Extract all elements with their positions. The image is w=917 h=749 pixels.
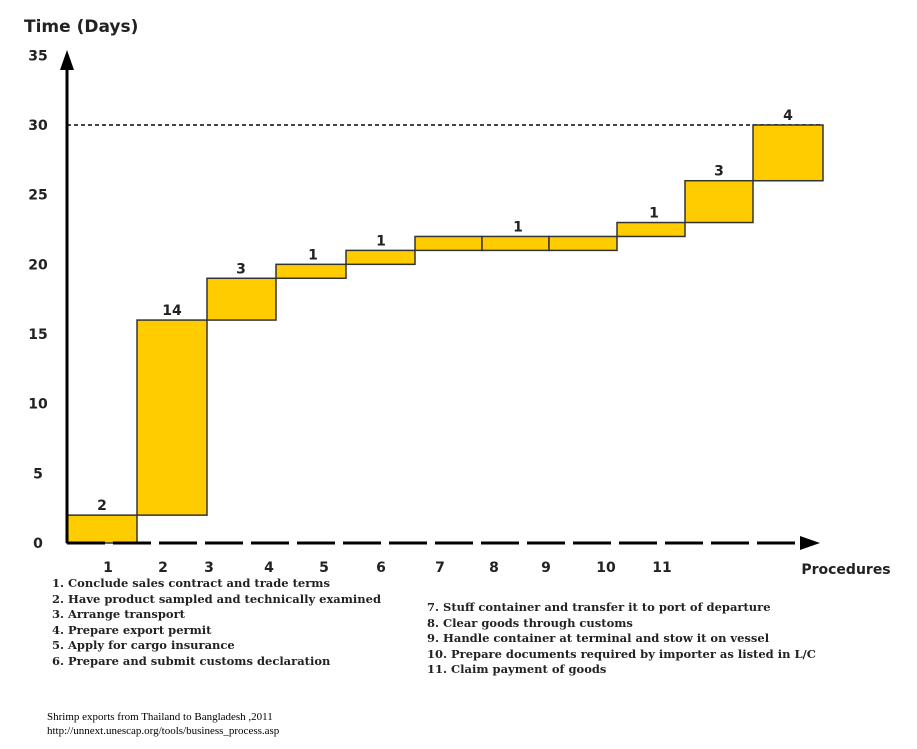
x-tick-label: 7 [435,560,445,576]
legend-item: 9. Handle container at terminal and stow… [427,631,770,646]
legend-item: 6. Prepare and submit customs declaratio… [52,653,331,668]
x-tick-label: 11 [652,560,671,576]
x-tick-label: 1 [103,560,113,576]
x-tick-label: 6 [376,560,386,576]
legend-item: 5. Apply for cargo insurance [52,638,235,653]
y-tick-label: 20 [28,257,48,273]
legend-item: 4. Prepare export permit [52,622,212,637]
y-tick-label: 25 [28,188,47,204]
step-bar [66,514,138,544]
legend-item: 7. Stuff container and transfer it to po… [427,600,771,614]
legend-item: 3. Arrange transport [52,607,185,622]
legend-left: 1. Conclude sales contract and trade ter… [52,576,381,670]
legend-item: 10. Prepare documents required by import… [427,646,816,661]
step-bar [206,277,277,321]
y-tick-label: 5 [33,466,43,482]
data-label: 3 [714,164,724,180]
y-axis-title: Time (Days) [24,17,138,37]
y-tick-label: 0 [33,536,43,552]
data-label: 3 [236,261,246,277]
data-label: 1 [376,233,386,249]
x-tick-label: 3 [204,560,214,576]
step-bar [481,235,550,252]
legend-right: 7. Stuff container and transfer it to po… [427,600,816,678]
y-tick-label: 35 [28,48,47,64]
source-url: http://unnext.unescap.org/tools/business… [47,725,280,737]
source-note: Shrimp exports from Thailand to Banglade… [47,710,279,738]
x-tick-label: 4 [264,560,274,576]
data-label: 1 [649,206,659,222]
legend-item: 2. Have product sampled and technically … [52,591,382,606]
step-bar [684,179,754,224]
step-bar [548,235,618,252]
step-bar [345,249,416,266]
y-tick-label: 10 [28,397,48,413]
step-bar [275,263,347,280]
data-label: 1 [308,247,318,263]
x-tick-label: 8 [489,560,499,576]
data-label: 4 [783,108,793,124]
legend-item: 8. Clear goods through customs [427,615,633,630]
data-label: 1 [513,219,523,235]
x-tick-label: 2 [158,560,168,576]
source-caption: Shrimp exports from Thailand to Banglade… [47,711,273,723]
y-tick-label: 30 [28,118,48,134]
y-tick-label: 15 [28,327,47,343]
y-axis-arrow-icon [60,50,74,70]
legend-item: 1. Conclude sales contract and trade ter… [52,576,330,590]
step-bar [414,235,483,252]
step-bar [752,124,824,182]
data-label: 14 [162,303,182,319]
legend-item: 11. Claim payment of goods [427,662,607,677]
data-label: 2 [97,498,107,514]
x-axis-arrow-icon [800,536,820,550]
step-bar [136,319,208,516]
x-tick-label: 10 [596,560,616,576]
x-tick-label: 9 [541,560,551,576]
x-axis-title: Procedures [801,562,890,578]
step-bar [616,221,686,238]
x-tick-label: 5 [319,560,329,576]
